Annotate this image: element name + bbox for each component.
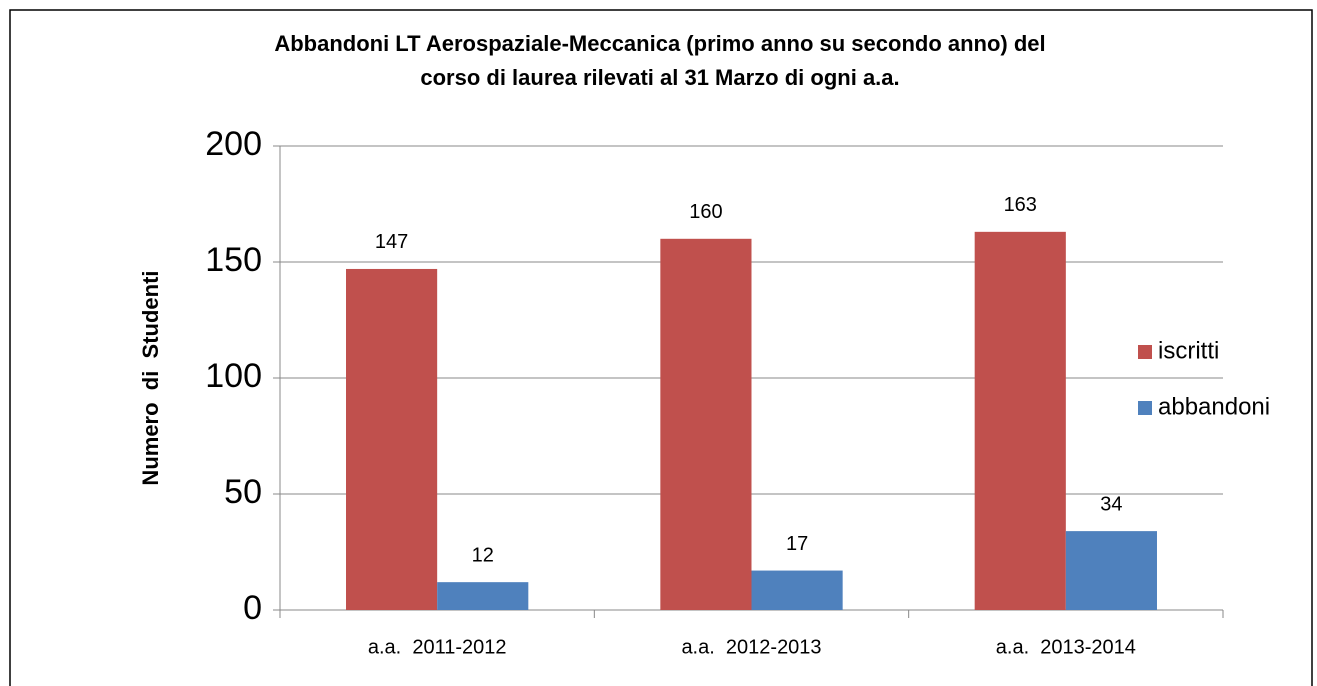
y-axis-label: Numero di Studenti [138, 270, 163, 485]
value-label: 34 [1100, 493, 1122, 515]
value-label: 160 [689, 201, 722, 223]
legend-label: abbandoni [1158, 393, 1270, 420]
bar [346, 268, 438, 610]
bar [751, 570, 843, 610]
legend-swatch [1138, 345, 1152, 359]
bar [974, 231, 1066, 610]
y-tick-label: 100 [205, 357, 262, 395]
y-tick-label: 50 [224, 473, 262, 511]
bar [437, 582, 529, 610]
value-label: 147 [375, 231, 408, 253]
chart-title: corso di laurea rilevati al 31 Marzo di … [420, 65, 899, 90]
value-label: 163 [1004, 194, 1037, 216]
y-tick-label: 150 [205, 241, 262, 279]
bar [660, 238, 752, 611]
y-tick-label: 200 [205, 125, 262, 163]
legend-label: iscritti [1158, 337, 1219, 364]
bar [1065, 531, 1157, 610]
x-tick-label: a.a. 2012-2013 [681, 636, 821, 658]
y-tick-label: 0 [243, 589, 262, 627]
legend-swatch [1138, 401, 1152, 415]
x-tick-label: a.a. 2011-2012 [368, 636, 507, 658]
chart-title: Abbandoni LT Aerospaziale-Meccanica (pri… [274, 31, 1045, 56]
value-label: 12 [472, 544, 494, 566]
value-label: 17 [786, 533, 808, 555]
x-tick-label: a.a. 2013-2014 [996, 636, 1136, 658]
